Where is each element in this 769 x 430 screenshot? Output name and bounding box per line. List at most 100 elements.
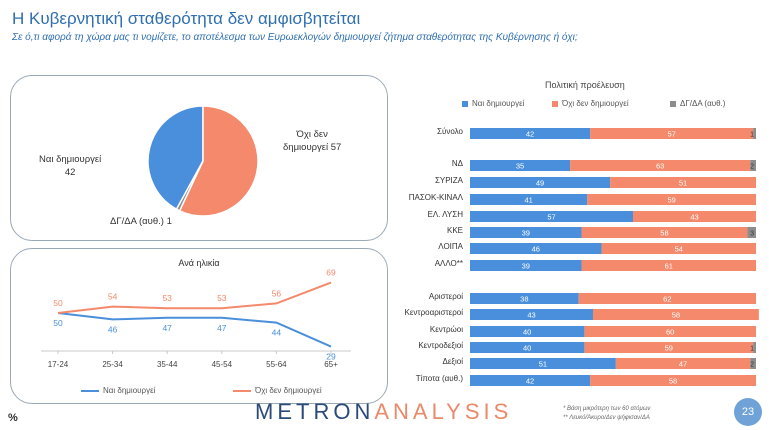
age-data-label: 29: [326, 352, 336, 362]
age-line-chart: 17-24 25-34 35-44 45-54 55-64 65+ 50 46 47 47 44 29…: [41, 268, 351, 369]
bar-segment: [584, 326, 756, 337]
bar-dk-label: 2: [750, 164, 754, 171]
bar-segment: [470, 260, 582, 271]
bar-value-label: 51: [539, 360, 547, 369]
legend-no: Όχι δεν δημιουργεί: [233, 386, 322, 395]
bar-segment: [753, 342, 756, 353]
bar-value-label: 58: [669, 377, 677, 386]
bar-category-label: Αριστεροί: [428, 292, 463, 301]
bar-segment: [470, 342, 585, 353]
bar-dk-label: 1: [750, 132, 754, 139]
bar-segment: [470, 243, 602, 254]
bar-category-label: Κεντρώοι: [429, 325, 463, 334]
bar-segment: [747, 227, 756, 238]
age-line-yes: [57, 312, 332, 348]
metron-analysis-logo: METRONANALYSIS: [255, 399, 513, 424]
age-data-label: 54: [108, 292, 118, 302]
age-tick-label: 65+: [324, 360, 338, 369]
age-data-label: 50: [53, 298, 63, 308]
bar-segment: [601, 243, 756, 254]
age-chart-title: Ανά ηλικία: [178, 258, 220, 268]
bar-legend-no: Όχι δεν δημιουργεί: [552, 99, 629, 108]
age-data-label: 53: [162, 293, 172, 303]
bar-value-label: 54: [675, 245, 683, 254]
bar-segment: [587, 194, 756, 205]
age-tick-label: 17-24: [48, 360, 69, 369]
age-data-label: 56: [272, 288, 282, 298]
age-data-label: 47: [162, 323, 172, 333]
bar-value-label: 40: [523, 344, 531, 353]
bar-segment: [470, 326, 585, 337]
bar-segment: [590, 375, 756, 386]
bar-value-label: 39: [522, 262, 530, 271]
age-tick-label: 55-64: [266, 360, 287, 369]
age-tick-label: 35-44: [157, 360, 178, 369]
footnote-base: * Βάση μικρότερη των 60 ατόμων: [563, 406, 651, 412]
bar-value-label: 61: [665, 262, 673, 271]
bar-segment: [470, 128, 591, 139]
age-tick-label: 45-54: [212, 360, 233, 369]
bar-value-label: 58: [672, 311, 680, 320]
pie-label-dk: ΔΓ/ΔΑ (αυθ.) 1: [110, 216, 172, 227]
bar-segment: [570, 160, 751, 171]
bar-segment: [470, 293, 579, 304]
bar-value-label: 40: [523, 328, 531, 337]
age-data-label: 69: [326, 268, 336, 278]
bar-category-label: ΝΔ: [451, 159, 463, 168]
bar-category-label: ΠΑΣΟΚ-ΚΙΝΑΛ: [408, 193, 463, 202]
bar-segment: [581, 227, 748, 238]
bar-segment: [615, 358, 751, 369]
bar-segment: [470, 177, 611, 188]
bar-value-label: 46: [532, 245, 540, 254]
bar-segment: [470, 227, 582, 238]
bar-segment: [750, 160, 756, 171]
bar-segment: [753, 128, 756, 139]
footnote-other: ** Λευκό/Άκυρο/Δεν ψήφισαν/ΔΑ: [563, 415, 650, 421]
bar-category-label: Δεξιοί: [442, 357, 464, 366]
legend-yes: Ναι δημιουργεί: [81, 386, 155, 395]
pie-label-yes: Ναι δημιουργεί 42: [39, 154, 102, 178]
bar-value-label: 59: [667, 196, 675, 205]
bar-category-label: Κεντροαριστεροί: [404, 308, 463, 317]
bar-segment: [610, 177, 756, 188]
page-number: 23: [734, 398, 762, 426]
bar-value-label: 57: [547, 213, 555, 222]
bar-segment: [584, 342, 754, 353]
bar-segment: [578, 293, 756, 304]
bar-legend-dk: ΔΓ/ΔΑ (αυθ.): [670, 99, 725, 108]
bar-category-label: Σύνολο: [437, 127, 463, 136]
pie-panel: Ναι δημιουργεί 42 Όχι δεν δημιουργεί 57 ΔΓ…: [10, 75, 388, 241]
bar-category-label: ΛΟΙΠΑ: [438, 242, 463, 251]
bar-segment: [470, 211, 634, 222]
bar-value-label: 62: [663, 295, 671, 304]
bar-value-label: 41: [524, 196, 532, 205]
bar-value-label: 38: [520, 295, 528, 304]
bar-segment: [592, 309, 759, 320]
bar-value-label: 57: [667, 130, 675, 139]
bar-value-label: 51: [679, 179, 687, 188]
bar-segment: [470, 194, 588, 205]
age-tick-label: 25-34: [102, 360, 123, 369]
percent-sign: %: [8, 412, 18, 424]
bar-chart-title: Πολιτική προέλευση: [545, 80, 625, 90]
bar-segment: [590, 128, 754, 139]
age-panel: Ανά ηλικία 17-24 25-34 35-44 45-54 55-64 65+ 5…: [10, 248, 388, 404]
question-subtitle: Σε ό,τι αφορά τη χώρα μας τι νομίζετε, τ…: [12, 32, 578, 43]
bar-value-label: 59: [665, 344, 673, 353]
age-data-label: 44: [272, 328, 282, 338]
bar-value-label: 42: [526, 130, 534, 139]
bar-category-label: Τίποτα (αυθ.): [415, 374, 463, 383]
bar-dk-label: 1: [750, 346, 754, 353]
bar-value-label: 47: [679, 360, 687, 369]
pie-chart: [147, 105, 259, 217]
page-title: Η Κυβερνητική σταθερότητα δεν αμφισβητεί…: [12, 9, 361, 28]
age-data-label: 46: [108, 324, 118, 334]
bar-segment: [470, 160, 571, 171]
bar-segment: [470, 309, 593, 320]
age-data-label: 53: [217, 293, 227, 303]
bar-segment: [633, 211, 756, 222]
bar-category-label: ΕΛ. ΛΥΣΗ: [427, 210, 464, 219]
age-line-no: [57, 281, 332, 314]
bar-segment: [581, 260, 756, 271]
bar-value-label: 43: [690, 213, 698, 222]
